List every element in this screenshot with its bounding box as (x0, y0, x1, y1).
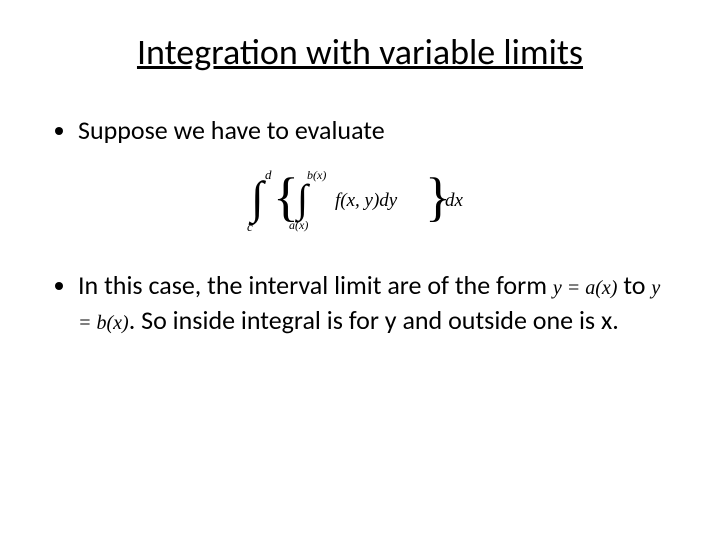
integrand: f(x, y)dy (335, 190, 398, 211)
inline-eq-1: y = a(x) (553, 277, 618, 299)
slide-title: Integration with variable limits (50, 30, 670, 74)
inner-lower: a(x) (289, 218, 308, 232)
b2-mid: to (623, 269, 651, 301)
slide: Integration with variable limits Suppose… (0, 0, 720, 540)
svg-text:∫: ∫ (294, 176, 311, 223)
b2-part1: In this case, the interval limit are of … (78, 269, 553, 301)
svg-text:∫: ∫ (248, 172, 266, 226)
b2-part2: . So inside integral is for y and outsid… (129, 304, 619, 336)
outer-lower: c (247, 219, 253, 234)
display-formula: ∫ c d { ∫ a(x) b(x) f(x, y)dy } dx (50, 165, 670, 240)
integral-svg: ∫ c d { ∫ a(x) b(x) f(x, y)dy } dx (245, 165, 475, 235)
outer-dx: dx (445, 190, 464, 211)
bullet-list-2: In this case, the interval limit are of … (50, 268, 670, 338)
outer-upper: d (265, 167, 272, 182)
bullet-2: In this case, the interval limit are of … (78, 268, 670, 338)
inner-upper: b(x) (307, 168, 326, 182)
bullet-1: Suppose we have to evaluate (78, 114, 670, 147)
bullet-list: Suppose we have to evaluate (50, 114, 670, 147)
